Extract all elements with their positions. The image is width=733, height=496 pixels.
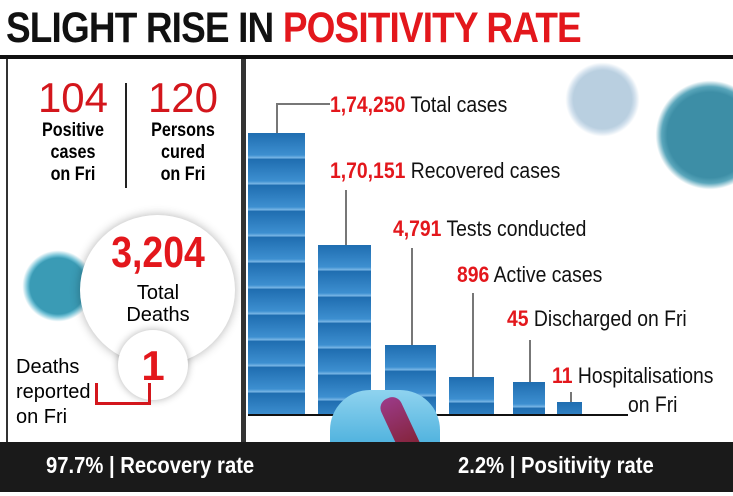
- bottom-bar: [0, 442, 733, 492]
- data-label: 1,70,151 Recovered cases: [330, 158, 560, 184]
- category-label: Tests conducted: [446, 216, 587, 241]
- data-label: 11 Hospitalisations: [552, 363, 713, 389]
- total-deaths-label: Total Deaths: [126, 282, 190, 326]
- separator: [125, 83, 127, 188]
- total-deaths-value: 3,204: [111, 228, 205, 277]
- data-label: 896 Active cases: [457, 262, 602, 288]
- leader-line: [529, 340, 531, 382]
- leader-line: [344, 190, 347, 245]
- bar-0: [248, 133, 305, 414]
- positive-value: 104: [37, 74, 109, 121]
- cured-value: 120: [147, 74, 219, 121]
- leader-line: [471, 293, 474, 377]
- deaths-fri-value: 1: [141, 342, 165, 389]
- deaths-fri-label: Deaths reported on Fri: [16, 356, 91, 428]
- category-label: Discharged on Fri: [533, 306, 687, 331]
- leader-line: [569, 392, 572, 402]
- category-label: Hospitalisations: [577, 363, 714, 388]
- headline: SLIGHT RISE IN POSITIVITY RATE: [6, 4, 582, 53]
- bar-4: [513, 382, 545, 414]
- divider: [0, 55, 733, 59]
- positivity-rate: 2.2% | Positivity rate: [458, 452, 654, 478]
- value-label: 11: [552, 363, 573, 388]
- recovery-rate: 97.7% | Recovery rate: [46, 452, 255, 478]
- virus-icon-large: [655, 80, 733, 190]
- value-label: 45: [507, 306, 529, 331]
- data-label: 1,74,250 Total cases: [330, 92, 507, 118]
- headline-part1: SLIGHT RISE IN: [6, 4, 274, 52]
- virus-icon-light: [565, 62, 640, 137]
- value-label: 896: [457, 262, 490, 287]
- bar-1: [318, 245, 371, 414]
- category-label: Recovered cases: [410, 158, 561, 183]
- headline-part2: POSITIVITY RATE: [282, 4, 582, 52]
- category-label: Total cases: [410, 92, 508, 117]
- category-label-extra: on Fri: [628, 392, 678, 417]
- leader-line: [410, 248, 413, 345]
- value-label: 4,791: [393, 216, 442, 241]
- category-label: Active cases: [493, 262, 603, 287]
- positive-label: Positive cases on Fri: [42, 120, 104, 185]
- value-label: 1,70,151: [330, 158, 406, 183]
- bar-3: [449, 377, 494, 414]
- bar-5: [557, 402, 582, 414]
- deaths-fri-circle: [118, 330, 188, 400]
- left-panel: [6, 59, 246, 444]
- cured-label: Persons cured on Fri: [151, 120, 215, 185]
- data-label: 45 Discharged on Fri: [507, 306, 687, 332]
- leader-line: [276, 103, 330, 105]
- value-label: 1,74,250: [330, 92, 406, 117]
- data-label: 4,791 Tests conducted: [393, 216, 586, 242]
- bracket: [95, 383, 151, 405]
- leader-line: [276, 103, 278, 133]
- baseline: [248, 414, 628, 416]
